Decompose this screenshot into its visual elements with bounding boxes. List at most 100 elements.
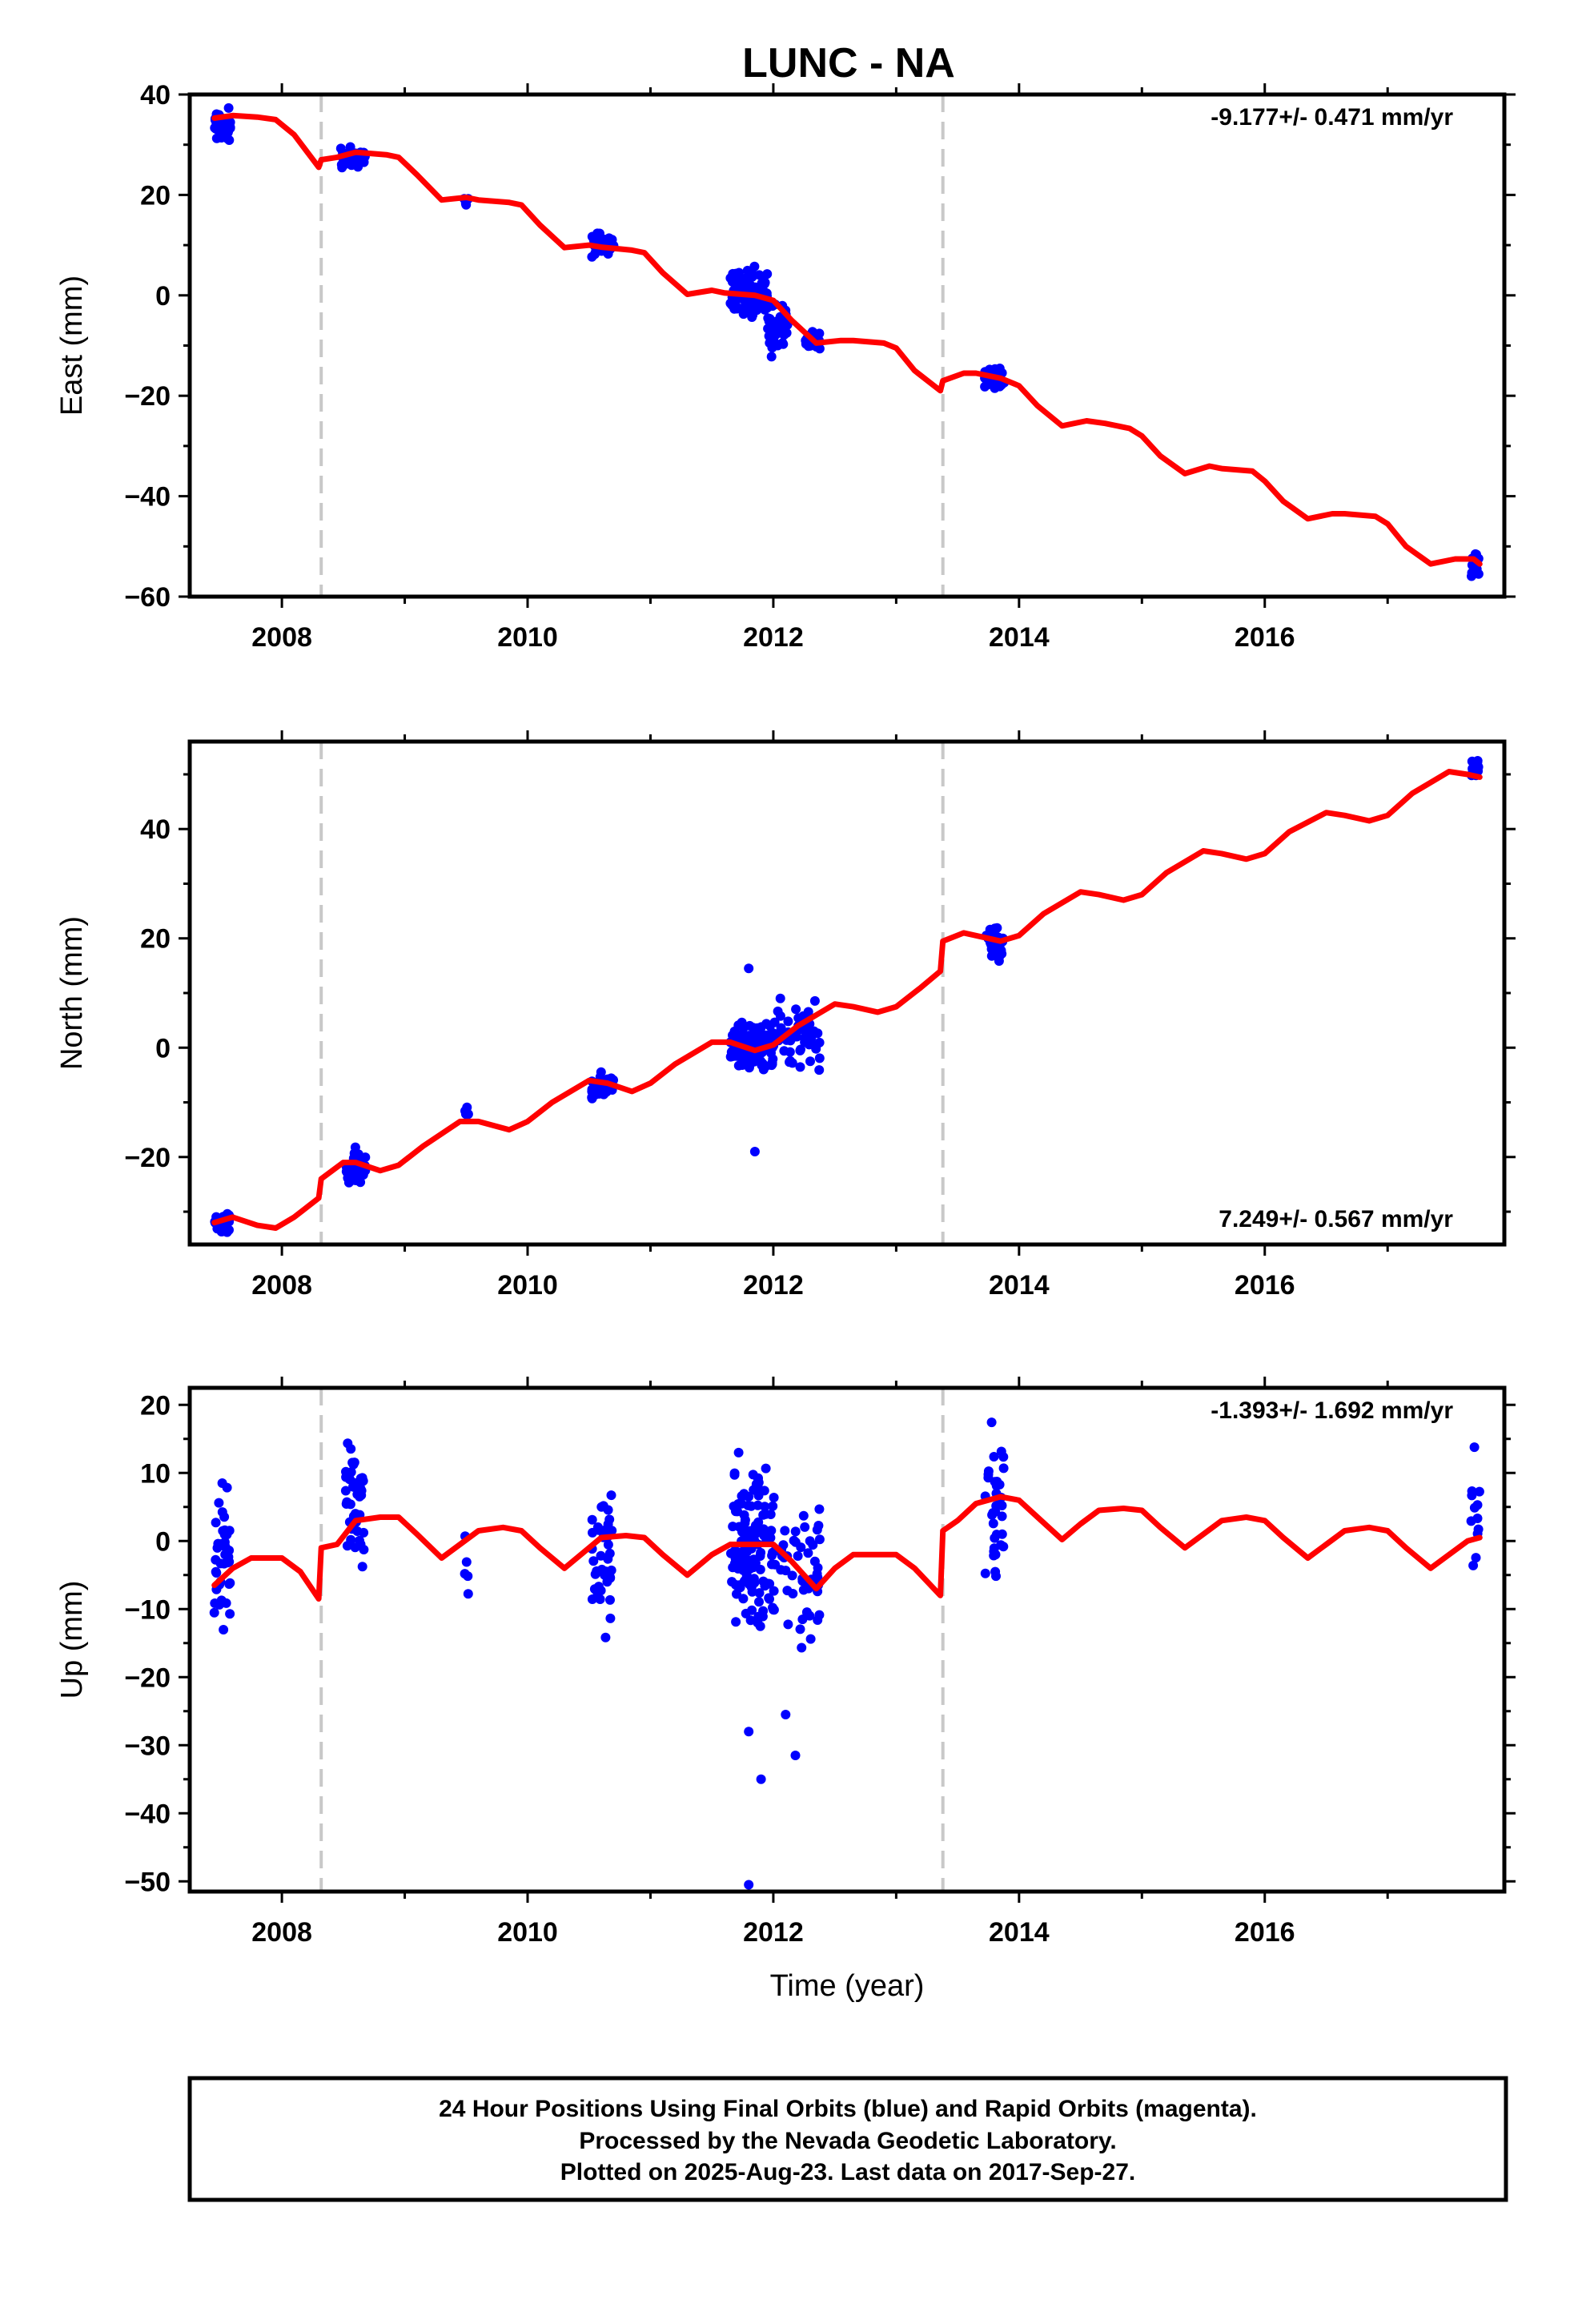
up-data-point xyxy=(787,1570,797,1581)
up-data-point xyxy=(753,1517,764,1527)
up-data-point xyxy=(211,1518,221,1528)
east-y-tick-label: −40 xyxy=(124,482,171,513)
east-data-point xyxy=(777,338,788,348)
up-data-point xyxy=(728,1522,738,1532)
east-data-point xyxy=(734,267,745,278)
up-data-point xyxy=(460,1569,470,1579)
up-rate-label: -1.393+/- 1.692 mm/yr xyxy=(1211,1397,1453,1424)
up-data-point xyxy=(731,1617,741,1627)
north-data-point xyxy=(351,1168,362,1178)
north-data-point xyxy=(772,1029,782,1039)
up-data-point xyxy=(783,1619,793,1630)
north-data-point xyxy=(463,1109,473,1120)
up-data-point xyxy=(1471,1553,1481,1563)
east-data-point xyxy=(224,135,235,145)
up-data-point xyxy=(769,1493,779,1502)
up-panel: 2008 2010 2012 2014 201620100−10−20−30−40−50… xyxy=(55,1377,1516,1948)
east-panel: 2008 2010 2012 2014 2016 40 20 0 −20 −40 −60 East (… xyxy=(55,80,1516,653)
up-data-point xyxy=(769,1605,779,1615)
up-data-point xyxy=(760,1502,770,1512)
east-data-point xyxy=(779,330,789,340)
east-data-point xyxy=(747,312,757,322)
up-outlier-point xyxy=(790,1751,801,1760)
east-data-point xyxy=(754,270,765,280)
up-data-point xyxy=(1467,1490,1477,1501)
north-y-tick-label: 40 xyxy=(140,814,171,845)
north-data-point xyxy=(814,1053,825,1063)
up-data-point xyxy=(357,1473,367,1483)
north-data-point xyxy=(732,1031,742,1042)
east-data-point xyxy=(223,103,234,113)
up-data-point xyxy=(225,1609,235,1619)
north-x-tick-label: 2016 xyxy=(1235,1270,1295,1301)
up-data-point xyxy=(797,1642,807,1653)
up-data-point xyxy=(768,1501,778,1511)
east-data-point xyxy=(772,316,782,327)
up-data-point xyxy=(996,1446,1006,1457)
east-y-tick-label: −60 xyxy=(124,582,171,613)
up-data-point xyxy=(729,1470,740,1480)
up-data-point xyxy=(602,1577,612,1587)
up-data-point xyxy=(986,1417,997,1428)
east-y-tick-label: 0 xyxy=(155,281,171,312)
up-y-tick-label: −20 xyxy=(124,1663,171,1693)
up-data-point xyxy=(214,1498,224,1508)
up-data-point xyxy=(743,1500,753,1510)
up-data-point xyxy=(790,1537,801,1547)
north-data-point xyxy=(809,995,820,1006)
north-data-point xyxy=(761,1019,772,1029)
up-data-point xyxy=(729,1502,739,1511)
north-data-point xyxy=(769,1017,780,1027)
east-data-point xyxy=(725,273,736,283)
up-data-point xyxy=(341,1472,351,1482)
up-x-tick-label: 2012 xyxy=(743,1917,804,1948)
up-data-point xyxy=(745,1615,756,1626)
up-data-point xyxy=(735,1582,745,1593)
up-data-point xyxy=(343,1438,353,1449)
north-data-point xyxy=(799,1025,809,1035)
up-data-point xyxy=(219,1537,230,1547)
up-data-point xyxy=(604,1514,615,1525)
east-y-axis-label: East (mm) xyxy=(55,275,89,416)
east-data-point xyxy=(763,324,773,334)
up-data-point xyxy=(757,1611,768,1622)
up-data-point xyxy=(744,1492,754,1502)
up-x-tick-label: 2016 xyxy=(1235,1917,1295,1948)
up-plot-area xyxy=(209,1417,1484,1890)
north-data-point xyxy=(587,1093,597,1104)
east-data-point xyxy=(763,313,773,324)
up-data-point xyxy=(813,1572,823,1582)
up-data-point xyxy=(463,1589,473,1599)
north-data-point xyxy=(986,951,997,961)
north-data-point xyxy=(742,1035,753,1046)
up-data-point xyxy=(812,1525,822,1535)
north-x-tick-label: 2012 xyxy=(743,1270,804,1301)
up-data-point xyxy=(742,1546,752,1557)
up-data-point xyxy=(761,1463,771,1474)
up-data-point xyxy=(738,1594,749,1604)
north-data-point xyxy=(996,945,1006,955)
up-data-point xyxy=(600,1632,611,1642)
north-data-point xyxy=(733,1020,744,1031)
up-y-axis-label: Up (mm) xyxy=(55,1581,89,1699)
up-data-point xyxy=(801,1607,812,1618)
up-data-point xyxy=(756,1547,766,1558)
up-data-point xyxy=(345,1539,355,1550)
up-data-point xyxy=(1472,1500,1483,1510)
north-data-point xyxy=(994,956,1004,966)
up-data-point xyxy=(607,1526,617,1536)
up-y-tick-label: −40 xyxy=(124,1799,171,1829)
up-data-point xyxy=(210,1598,220,1608)
up-data-point xyxy=(223,1552,234,1562)
up-data-point xyxy=(352,1526,363,1536)
up-outlier-point xyxy=(756,1774,766,1784)
up-data-point xyxy=(746,1582,757,1593)
up-data-point xyxy=(603,1539,613,1550)
up-data-point xyxy=(749,1485,759,1495)
up-data-point xyxy=(348,1459,359,1470)
east-x-tick-label: 2010 xyxy=(497,622,558,653)
up-data-point xyxy=(765,1510,776,1519)
east-x-tick-label: 2014 xyxy=(989,622,1050,653)
north-data-point xyxy=(224,1224,234,1235)
